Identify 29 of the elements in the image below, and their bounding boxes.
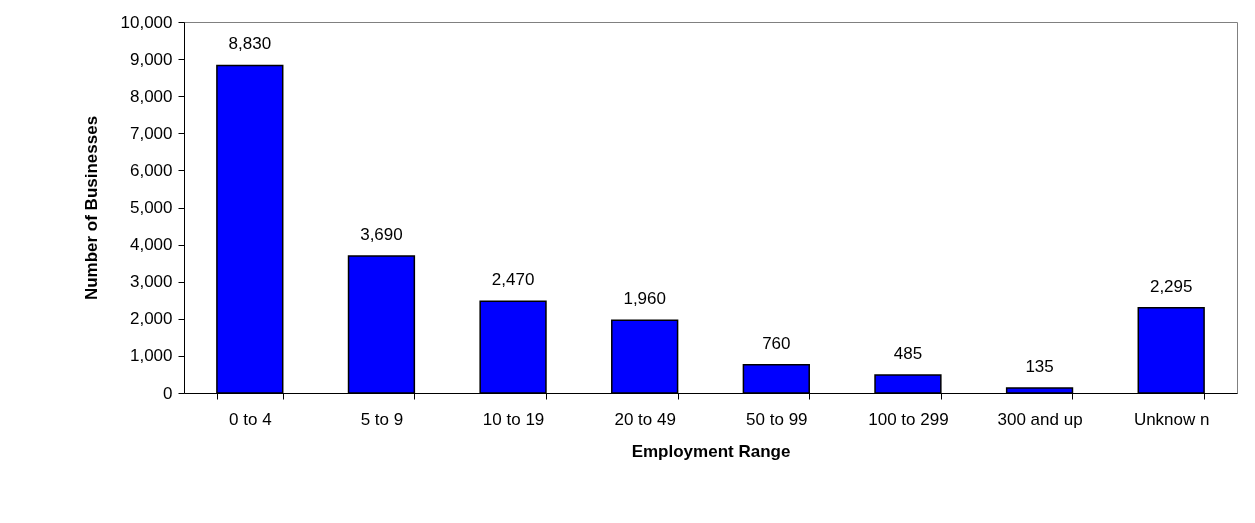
y-tick-label: 3,000 bbox=[129, 272, 173, 292]
data-label: 135 bbox=[1025, 356, 1054, 376]
y-tick-label: 4,000 bbox=[129, 235, 173, 255]
x-tick-label: 10 to 19 bbox=[482, 409, 545, 429]
data-label: 2,470 bbox=[491, 270, 535, 290]
y-tick-label: 0 bbox=[163, 383, 173, 403]
x-tick-label: 300 and up bbox=[997, 409, 1083, 429]
y-tick-label: 2,000 bbox=[129, 309, 173, 329]
data-label: 485 bbox=[893, 344, 923, 364]
y-tick-label: 10,000 bbox=[120, 12, 173, 32]
x-tick-label: 100 to 299 bbox=[868, 409, 949, 429]
x-tick-label: 5 to 9 bbox=[360, 409, 404, 429]
y-tick-label: 1,000 bbox=[129, 346, 173, 366]
y-tick-label: 9,000 bbox=[129, 49, 173, 69]
x-tick-label: 20 to 49 bbox=[614, 409, 676, 429]
y-axis-title: Number of Businesses bbox=[81, 115, 101, 301]
y-tick-label: 6,000 bbox=[129, 160, 173, 180]
data-label: 1,960 bbox=[623, 289, 666, 309]
data-label: 3,690 bbox=[360, 225, 403, 245]
y-tick-label: 5,000 bbox=[129, 198, 173, 217]
y-tick-label: 8,000 bbox=[129, 86, 173, 106]
data-label: 760 bbox=[762, 333, 791, 353]
data-label: 8,830 bbox=[228, 34, 272, 54]
x-tick-label: 0 to 4 bbox=[229, 409, 272, 429]
data-label: 2,295 bbox=[1149, 276, 1193, 296]
x-tick-label: Unknow n bbox=[1133, 409, 1210, 429]
x-tick-label: 50 to 99 bbox=[746, 409, 808, 429]
y-tick-label: 7,000 bbox=[129, 123, 173, 143]
x-axis-title: Employment Range bbox=[631, 441, 791, 461]
